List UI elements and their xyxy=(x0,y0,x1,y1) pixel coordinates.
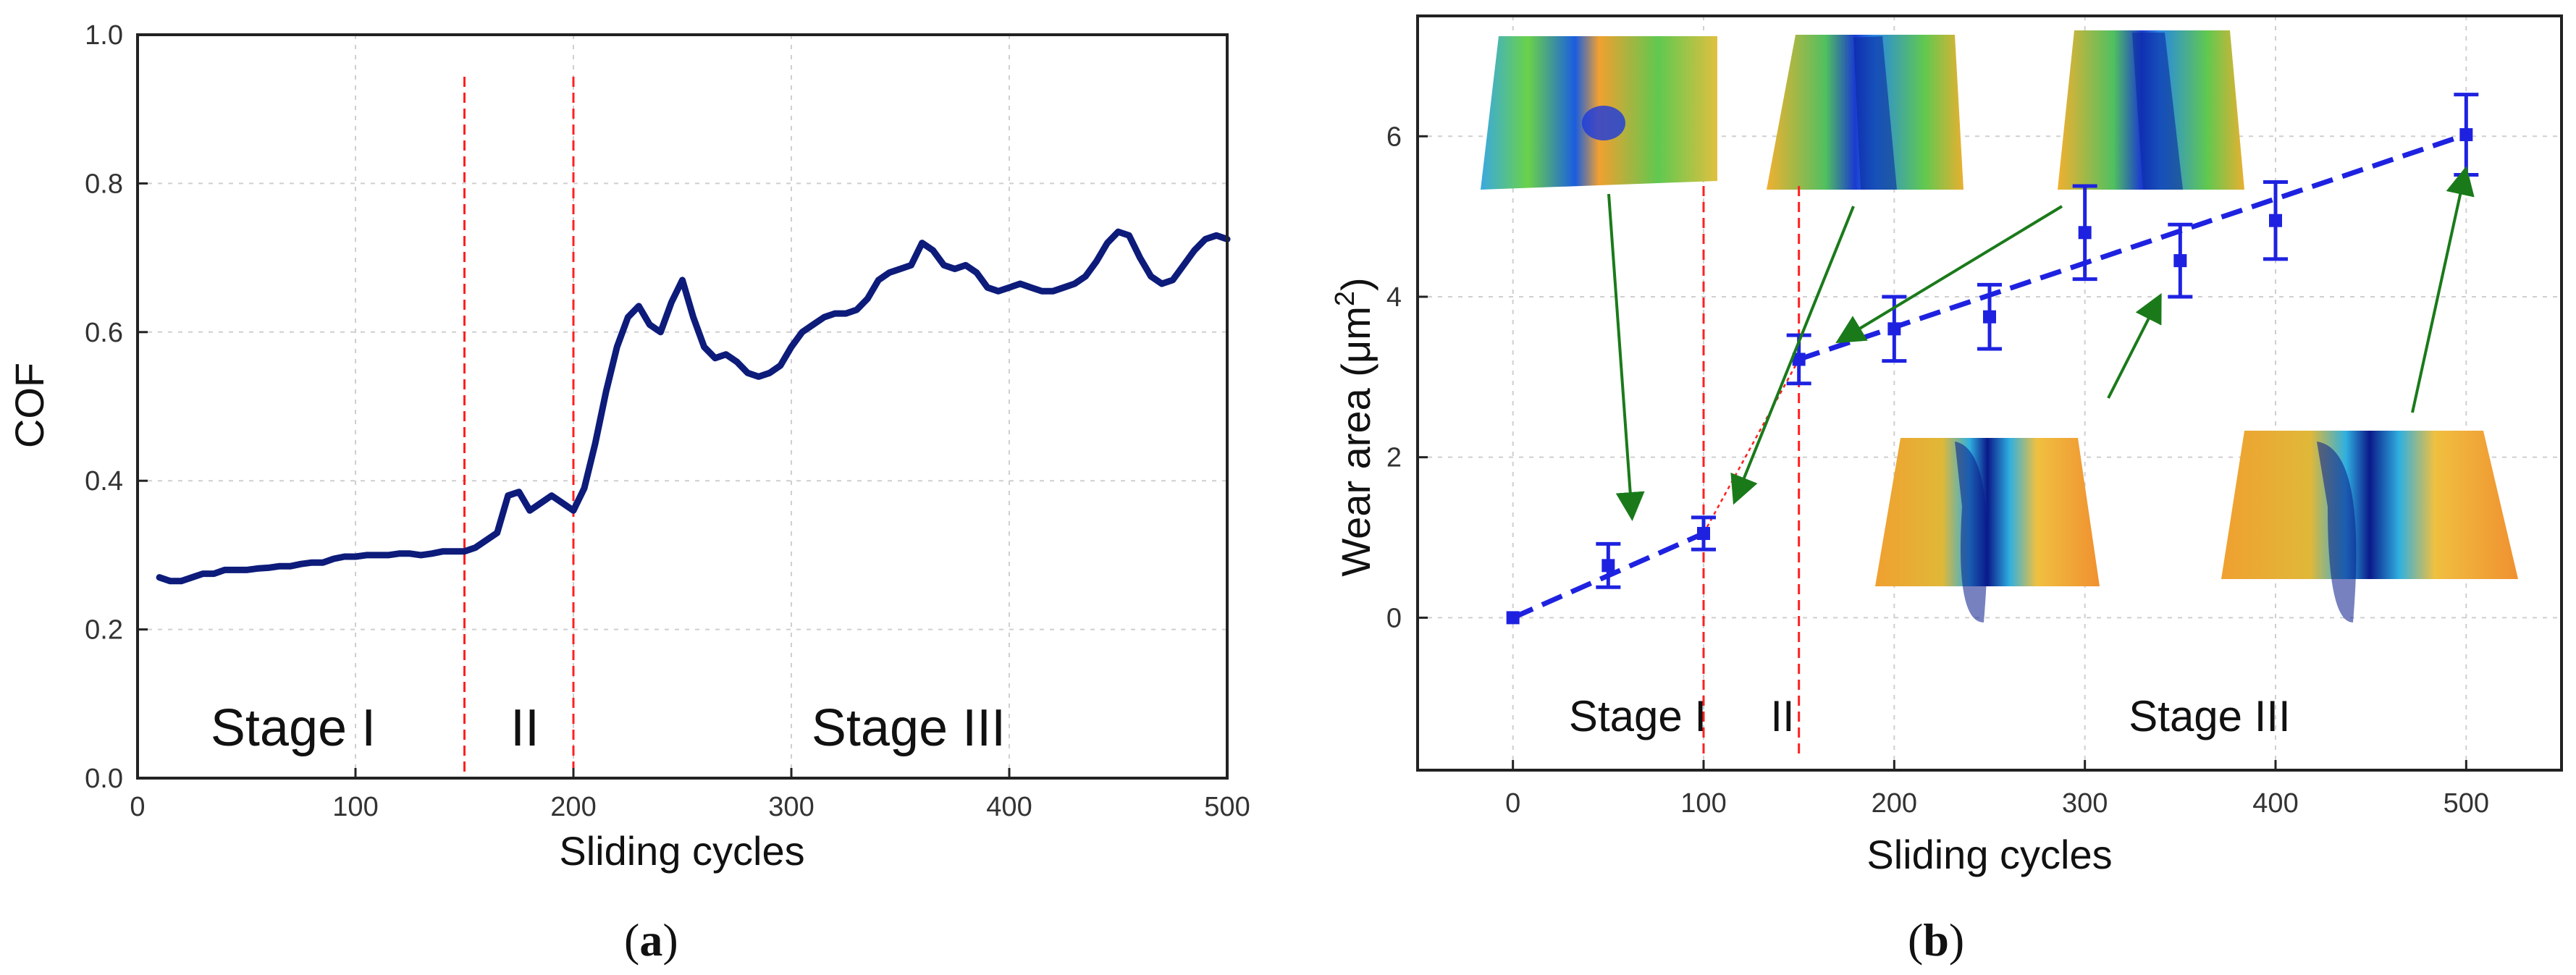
chart-a-frame xyxy=(136,33,1229,780)
x-tick-label: 400 xyxy=(986,792,1032,822)
x-tick-label: 400 xyxy=(2252,788,2298,819)
chart-b-x-axis-label: Sliding cycles xyxy=(1866,832,2112,877)
y-tick-label: 0.0 xyxy=(85,764,123,794)
y-tick-label: 4 xyxy=(1386,282,1402,313)
chart-a-panel-label: (a) xyxy=(624,914,678,966)
chart-b-frame xyxy=(1416,14,2563,772)
chart-b-stage-label-3: Stage III xyxy=(2129,692,2290,740)
chart-b-stage-label-1: Stage I xyxy=(1569,692,1706,740)
data-point xyxy=(1506,611,1520,625)
wear-profile-image-5 xyxy=(2221,431,2518,622)
data-point xyxy=(1983,310,1996,324)
chart-b: 0 100 200 300 400 500 0 2 4 6 Sliding cycles Wea… xyxy=(1330,14,2563,966)
chart-b-stage-label-2: II xyxy=(1770,692,1794,740)
chart-b-y-ticks: 0 2 4 6 xyxy=(1386,122,1428,633)
x-tick-label: 0 xyxy=(1505,788,1520,819)
y-tick-label: 6 xyxy=(1386,122,1402,152)
chart-b-panel-label: (b) xyxy=(1908,914,1964,966)
y-tick-label: 2 xyxy=(1386,443,1402,473)
cof-line xyxy=(156,228,1231,585)
arrow-icon xyxy=(2411,166,2475,413)
y-tick-label: 1.0 xyxy=(85,20,123,51)
x-tick-label: 100 xyxy=(1680,788,1726,819)
x-tick-label: 100 xyxy=(332,792,378,822)
wear-profile-image-1 xyxy=(1481,36,1717,190)
data-point xyxy=(1887,322,1901,336)
chart-b-x-ticks: 0 100 200 300 400 500 xyxy=(1505,760,2489,819)
y-tick-label: 0.6 xyxy=(85,318,123,348)
chart-a: 0 100 200 300 400 500 0.0 0.2 0.4 0.6 0.8 1.0 Slid… xyxy=(7,20,1250,966)
x-tick-label: 500 xyxy=(2444,788,2489,819)
chart-a-stage-label-3: Stage III xyxy=(812,699,1006,757)
chart-b-data-points xyxy=(1506,93,2479,625)
chart-b-stage-boundaries xyxy=(1702,186,1801,756)
chart-a-stage-boundaries xyxy=(463,77,575,778)
wear-profile-image-3 xyxy=(2058,30,2244,190)
data-point xyxy=(1697,526,1710,540)
data-point xyxy=(2269,214,2282,227)
chart-a-y-axis-label: COF xyxy=(7,363,52,448)
data-point xyxy=(2078,226,2092,240)
chart-a-stage-label-2: II xyxy=(510,699,539,757)
data-point xyxy=(1792,353,1806,366)
arrow-icon xyxy=(1607,193,1645,521)
arrow-icon xyxy=(1730,206,1855,505)
data-point xyxy=(1601,559,1615,573)
x-tick-label: 0 xyxy=(130,792,145,822)
x-tick-label: 300 xyxy=(2062,788,2108,819)
chart-b-y-axis-label: Wear area (μm2) xyxy=(1330,277,1379,576)
y-tick-label: 0.2 xyxy=(85,615,123,646)
wear-profile-image-2 xyxy=(1767,35,1963,190)
x-tick-label: 300 xyxy=(768,792,814,822)
y-tick-label: 0.8 xyxy=(85,169,123,199)
chart-b-arrows xyxy=(1607,166,2475,521)
chart-a-stage-label-1: Stage I xyxy=(211,699,376,757)
arrow-icon xyxy=(2107,292,2162,399)
wear-profile-image-4 xyxy=(1875,438,2100,622)
arrow-icon xyxy=(1835,205,2063,344)
data-point xyxy=(2459,128,2473,142)
x-tick-label: 500 xyxy=(1204,792,1250,822)
fit-line xyxy=(1702,358,1800,534)
chart-a-y-ticks: 0.0 0.2 0.4 0.6 0.8 1.0 xyxy=(85,20,148,794)
chart-a-grid xyxy=(137,34,1228,779)
y-tick-label: 0 xyxy=(1386,603,1402,633)
x-tick-label: 200 xyxy=(550,792,596,822)
x-tick-label: 200 xyxy=(1872,788,1917,819)
data-point xyxy=(2173,254,2187,268)
chart-a-x-ticks: 0 100 200 300 400 500 xyxy=(130,768,1250,822)
fit-line xyxy=(1798,132,2467,362)
chart-a-x-axis-label: Sliding cycles xyxy=(559,828,804,874)
y-tick-label: 0.4 xyxy=(85,466,123,497)
